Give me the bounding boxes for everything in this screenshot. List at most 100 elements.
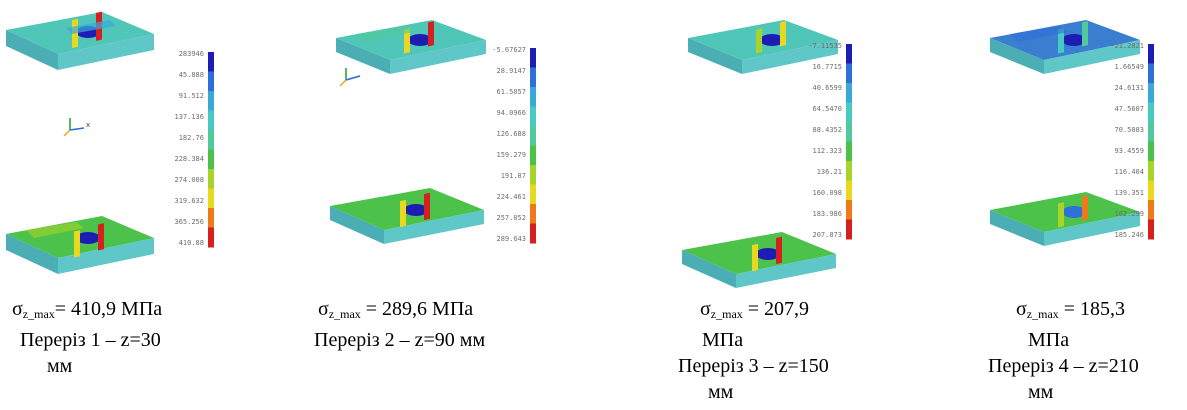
scale-segment bbox=[1148, 83, 1154, 103]
scale-segment bbox=[530, 48, 536, 68]
scale-segment bbox=[208, 227, 214, 248]
legend-label: 93.4559 bbox=[1114, 146, 1144, 155]
scale-segment bbox=[1148, 44, 1154, 64]
scale-segment bbox=[846, 141, 852, 162]
scale-segment bbox=[1148, 219, 1154, 240]
legend-label: 70.5083 bbox=[1114, 125, 1144, 134]
legend-label: 94.0966 bbox=[496, 108, 526, 117]
legend-label: 47.5607 bbox=[1114, 104, 1144, 113]
scale-segment bbox=[846, 83, 852, 103]
scale-segment bbox=[1148, 141, 1154, 162]
scale-segment bbox=[208, 71, 214, 92]
legend-label: 64.5470 bbox=[812, 104, 842, 113]
fea-view-3 bbox=[682, 20, 852, 288]
legend-label: 28.9147 bbox=[496, 66, 526, 75]
legend-label: 289.643 bbox=[496, 234, 526, 243]
axis-triad-1 bbox=[63, 118, 85, 137]
legend-label: -7.11535 bbox=[808, 42, 842, 50]
scale-segment bbox=[1148, 102, 1154, 123]
scale-segment bbox=[1148, 200, 1154, 220]
scale-segment bbox=[1148, 122, 1154, 142]
caption-2: σz_max = 289,6 МПа Переріз 2 – z=90 мм bbox=[314, 296, 485, 353]
scale-segment bbox=[846, 180, 852, 201]
scale-segment bbox=[208, 110, 214, 131]
panel-section-4: -21.2821 1.66549 24.6131 47.5607 70.5083 93.4… bbox=[890, 0, 1187, 410]
scale-segment bbox=[208, 130, 214, 150]
scale-segment bbox=[530, 184, 536, 205]
panel-section-2: -5.67627 28.9147 61.5057 94.0966 126.688 159.… bbox=[290, 0, 590, 410]
caption-3: σz_max = 207,9 МПа Переріз 3 – z=150 мм bbox=[678, 296, 829, 405]
fea-view-1 bbox=[6, 11, 214, 274]
scale-segment bbox=[208, 149, 214, 170]
scale-segment bbox=[208, 91, 214, 111]
scale-segment bbox=[846, 161, 852, 181]
panel-section-3: -7.11535 16.7715 40.6599 64.5470 88.4352 112.… bbox=[590, 0, 890, 410]
legend-label: 40.6599 bbox=[812, 83, 842, 92]
caption-4: σz_max = 185,3 МПа Переріз 4 – z=210 мм bbox=[988, 296, 1139, 405]
caption-section-3: Переріз 3 – z=150 bbox=[678, 355, 829, 377]
caption-stress-3: σz_max = 207,9 bbox=[700, 298, 810, 321]
legend-label: -5.67627 bbox=[492, 46, 526, 54]
legend-label: 91.512 bbox=[178, 91, 204, 100]
legend-label: 319.632 bbox=[174, 196, 204, 205]
legend-label: 183.986 bbox=[812, 209, 842, 218]
scale-segment bbox=[846, 102, 852, 123]
legend-label: 112.323 bbox=[812, 146, 842, 155]
legend-label: 137.136 bbox=[174, 112, 204, 121]
scale-segment bbox=[846, 44, 852, 64]
legend-label: 185.246 bbox=[1114, 230, 1144, 239]
scale-segment bbox=[1148, 180, 1154, 201]
legend-label: 16.7715 bbox=[812, 62, 842, 71]
caption-unit-4b: мм bbox=[1028, 381, 1054, 403]
panel-section-1: x 283946 45.888 91.512 137.136 182.76 228.384… bbox=[0, 0, 290, 410]
legend-label: 182.76 bbox=[178, 133, 204, 142]
legend-label: 257.052 bbox=[496, 213, 526, 222]
plate-bottom-2 bbox=[330, 188, 484, 244]
plate-top-3 bbox=[688, 20, 838, 74]
plate-top-1 bbox=[6, 11, 154, 70]
color-scale-bar-1 bbox=[208, 52, 214, 248]
legend-label: 191.87 bbox=[500, 171, 526, 180]
scale-segment bbox=[846, 122, 852, 142]
scale-segment bbox=[1148, 161, 1154, 181]
scale-segment bbox=[208, 52, 214, 72]
legend-label: 159.279 bbox=[496, 150, 526, 159]
scale-segment bbox=[208, 188, 214, 209]
caption-section-1: Переріз 1 – z=30 bbox=[20, 329, 161, 351]
caption-section-4: Переріз 4 – z=210 bbox=[988, 355, 1139, 377]
scale-segment bbox=[1148, 63, 1154, 84]
caption-unit-3a: МПа bbox=[702, 329, 744, 351]
scale-segment bbox=[530, 106, 536, 127]
caption-1: σz_max= 410,9 МПа Переріз 1 – z=30 мм bbox=[12, 296, 162, 379]
scale-segment bbox=[530, 204, 536, 224]
scale-segment bbox=[846, 200, 852, 220]
plate-bottom-1 bbox=[6, 216, 154, 274]
color-scale-bar-3 bbox=[846, 44, 852, 240]
plate-top-2 bbox=[336, 20, 486, 74]
scale-segment bbox=[846, 63, 852, 84]
legend-label: 283946 bbox=[178, 50, 204, 58]
legend-label: -21.2821 bbox=[1110, 42, 1144, 50]
axis-triad-2 bbox=[339, 68, 361, 87]
legend-label: 116.404 bbox=[1114, 167, 1144, 176]
legend-label: 224.461 bbox=[496, 192, 526, 201]
legend-label: 126.688 bbox=[496, 129, 526, 138]
caption-section-2: Переріз 2 – z=90 мм bbox=[314, 329, 486, 351]
plate-top-4 bbox=[990, 20, 1140, 74]
caption-unit-1: мм bbox=[47, 355, 73, 377]
legend-label: 24.6131 bbox=[1114, 83, 1144, 92]
color-scale-bar-4 bbox=[1148, 44, 1154, 240]
legend-label: 207.873 bbox=[812, 230, 842, 239]
plate-bottom-4 bbox=[990, 192, 1140, 246]
legend-label: 410.88 bbox=[178, 238, 204, 247]
fea-view-2 bbox=[330, 20, 536, 244]
caption-unit-4a: МПа bbox=[1028, 329, 1070, 351]
scale-segment bbox=[530, 87, 536, 107]
scale-segment bbox=[530, 126, 536, 146]
scale-segment bbox=[530, 67, 536, 88]
legend-label: 274.008 bbox=[174, 175, 204, 184]
caption-stress-1: σz_max= 410,9 МПа bbox=[12, 298, 163, 321]
scale-segment bbox=[530, 145, 536, 166]
scale-segment bbox=[208, 169, 214, 189]
legend-label: 160.098 bbox=[812, 188, 842, 197]
